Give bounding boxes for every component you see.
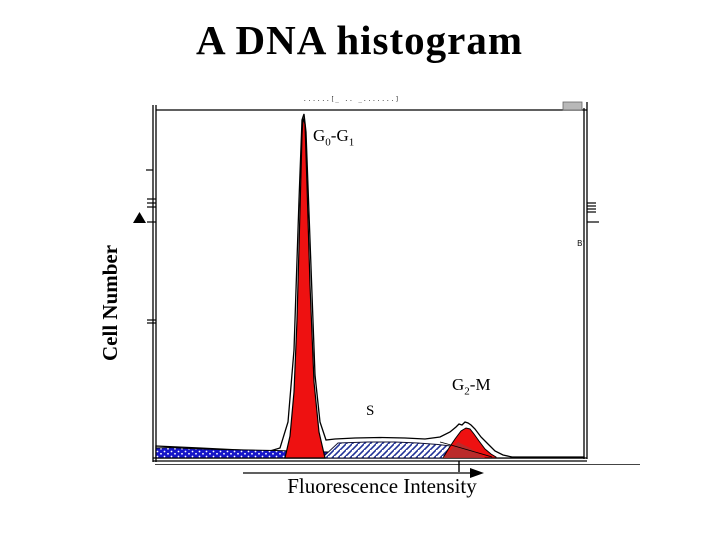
s-phase-decay-curve (439, 441, 493, 458)
label-g0-g1-asub: 0 (325, 136, 331, 149)
label-g2-m-asub: 2 (464, 385, 470, 398)
label-g0-g1-bsub: 1 (348, 136, 355, 149)
label-g2-m-a: G (452, 375, 465, 394)
slide-title: A DNA histogram (195, 17, 524, 63)
tiny-header-text: ......[_ .. _.......] (303, 96, 400, 103)
label-s-phase: S (366, 403, 375, 419)
right-margin-tiny-text: B' (577, 239, 585, 248)
g0-g1-peak (284, 117, 326, 459)
y-axis-ticks (146, 169, 156, 324)
label-g0-g1-a: G (313, 126, 326, 145)
x-axis-arrow-icon (243, 468, 484, 478)
window-artifact-box (562, 101, 583, 111)
histogram-outline-curve (155, 113, 585, 459)
g2-m-peak-overlap-shade (443, 442, 485, 458)
label-g2-m: G2-M (452, 375, 491, 397)
label-g0-g1-b: -G (330, 126, 349, 145)
y-axis-label: Cell Number (98, 244, 122, 362)
y-axis-arrow-icon (133, 212, 146, 223)
label-g0-g1: G0-G1 (313, 126, 354, 148)
right-axis-ticks (587, 202, 599, 223)
dna-histogram-figure (133, 101, 640, 478)
label-g2-m-b: -M (469, 375, 491, 394)
x-axis-label: Fluorescence Intensity (287, 474, 477, 498)
